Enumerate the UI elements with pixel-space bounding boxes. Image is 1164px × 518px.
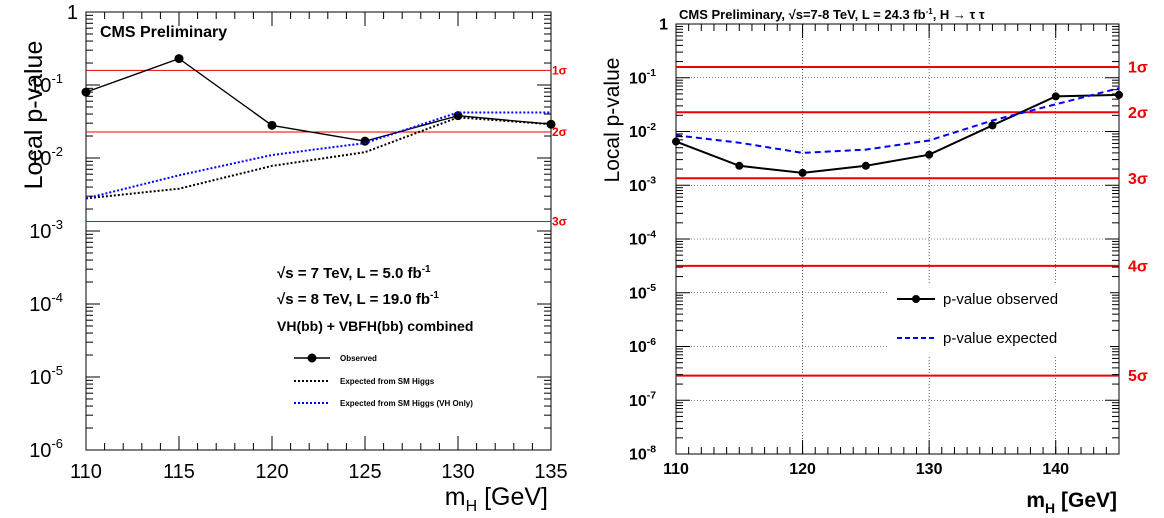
legend-background	[888, 283, 1110, 355]
y-tick-label: 10-1	[629, 68, 656, 87]
x-tick-label: 130	[916, 461, 943, 478]
data-point	[546, 119, 556, 129]
annotation-7tev: √s = 7 TeV, L = 5.0 fb-1	[277, 264, 431, 282]
legend-expected-vh-label: Expected from SM Higgs (VH Only)	[340, 399, 473, 408]
data-point	[735, 161, 744, 170]
y-tick-label: 10-5	[629, 283, 656, 302]
x-axis-title: mH [GeV]	[445, 483, 548, 515]
y-tick-label: 10-4	[629, 229, 656, 248]
sigma-label: 1σ	[1128, 60, 1148, 77]
series-line	[675, 93, 1120, 174]
y-tick-label: 10-7	[629, 391, 656, 410]
x-tick-label: 110	[663, 461, 689, 478]
y-tick-label: 1	[67, 2, 78, 24]
legend: p-value observed p-value expected	[888, 283, 1110, 355]
y-tick-label: 10-6	[29, 436, 63, 462]
y-axis-title: Local p-value	[601, 58, 624, 183]
x-tick-label: 110	[70, 461, 102, 483]
annotation-channel: VH(bb) + VBFH(bb) combined	[277, 318, 473, 334]
series-line	[85, 111, 551, 200]
legend-observed-marker	[307, 353, 317, 363]
data-point	[925, 150, 934, 159]
sigma-label: 4σ	[1128, 258, 1148, 275]
x-tick-label: 120	[255, 461, 288, 483]
x-tick-label: 130	[441, 461, 474, 483]
chart-title: CMS Preliminary, √s=7-8 TeV, L = 24.3 fb…	[679, 7, 985, 22]
sigma-label: 3σ	[1128, 171, 1148, 188]
sigma-label: 1σ	[552, 64, 567, 78]
x-tick-label: 115	[163, 461, 195, 483]
y-tick-label: 10-5	[29, 363, 63, 389]
legend: Observed Expected from SM Higgs Expected…	[294, 353, 473, 408]
data-point	[174, 54, 184, 64]
data-point	[798, 168, 807, 177]
series-line	[85, 57, 552, 142]
y-tick-label: 10-3	[29, 217, 63, 243]
annotation-8tev: √s = 8 TeV, L = 19.0 fb-1	[277, 290, 439, 308]
x-axis-title: mH [GeV]	[1026, 489, 1117, 516]
sigma-label: 2σ	[1128, 105, 1148, 122]
y-axis-title: Local p-value	[20, 41, 48, 190]
y-tick-label: 10-4	[29, 290, 63, 316]
legend-expected-label: Expected from SM Higgs	[340, 377, 435, 386]
chart-left: 1σ 2σ 3σ 1 10-1 10-2 10-3 10-4 10-5 10-6 110 115 12…	[20, 2, 568, 515]
sigma-label: 3σ	[552, 215, 567, 229]
x-tick-label: 140	[1042, 461, 1069, 478]
chart-right: CMS Preliminary, √s=7-8 TeV, L = 24.3 fb…	[601, 7, 1148, 516]
legend-expected-label: p-value expected	[943, 330, 1057, 347]
header-text: CMS Preliminary	[100, 24, 227, 41]
data-point	[672, 137, 680, 146]
data-point	[861, 161, 870, 170]
x-tick-label: 120	[789, 461, 816, 478]
plot-frame	[85, 11, 552, 451]
legend-observed-label: Observed	[340, 354, 377, 363]
legend-observed-label: p-value observed	[943, 291, 1058, 308]
y-tick-label: 10-2	[29, 144, 63, 170]
y-tick-label: 10-2	[629, 122, 656, 141]
legend-observed-marker	[912, 295, 920, 303]
y-tick-label: 10-3	[629, 176, 656, 195]
y-tick-label: 10-6	[629, 337, 656, 356]
x-tick-label: 125	[348, 461, 381, 483]
series-line	[85, 116, 552, 200]
data-point	[267, 120, 277, 130]
data-point	[1051, 92, 1060, 101]
y-tick-label: 10-8	[629, 444, 656, 463]
data-point	[988, 121, 997, 130]
data-point	[360, 136, 370, 146]
data-point	[1115, 90, 1123, 99]
sigma-label: 5σ	[1128, 368, 1148, 385]
x-tick-label: 135	[534, 461, 567, 483]
sigma-label: 2σ	[552, 125, 567, 139]
y-tick-label: 1	[659, 17, 668, 34]
y-tick-label: 10-1	[29, 71, 63, 97]
series-line	[675, 87, 1120, 154]
